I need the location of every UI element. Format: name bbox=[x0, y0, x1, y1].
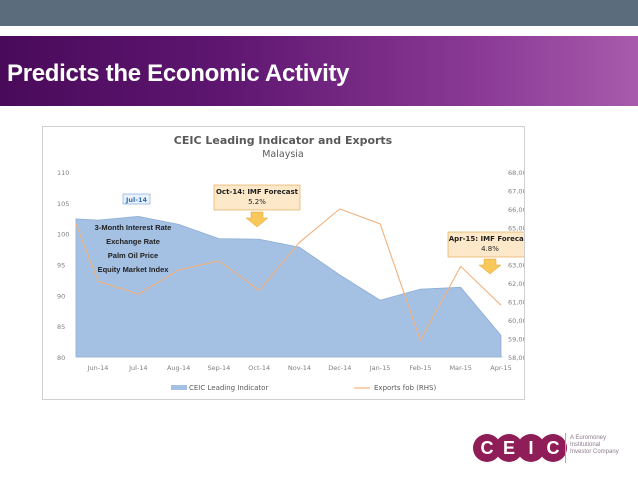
logo-letter: C bbox=[539, 434, 567, 462]
y-right-tick-label: 60,000 bbox=[508, 317, 524, 325]
oct-forecast-callout-arrow bbox=[245, 211, 269, 228]
y-left-tick-label: 105 bbox=[57, 200, 69, 208]
y-left-tick-label: 90 bbox=[57, 292, 65, 300]
apr-forecast-callout-title: Apr-15: IMF Forecast bbox=[449, 235, 524, 243]
y-left-tick-label: 100 bbox=[57, 231, 69, 239]
y-left-tick-label: 95 bbox=[57, 262, 65, 270]
x-tick-label: Apr-15 bbox=[490, 364, 511, 372]
chart-frame: CEIC Leading Indicator and Exports Malays… bbox=[42, 126, 525, 400]
y-right-tick-label: 58,000 bbox=[508, 354, 524, 362]
y-right-tick-label: 61,000 bbox=[508, 299, 524, 307]
component-label: 3-Month Interest Rate bbox=[95, 223, 172, 232]
oct-forecast-callout-box bbox=[213, 184, 301, 211]
x-tick-label: Jan-15 bbox=[369, 364, 391, 372]
x-tick-label: Feb-15 bbox=[409, 364, 431, 372]
chart-title: CEIC Leading Indicator and Exports bbox=[174, 134, 393, 147]
x-tick-label: Aug-14 bbox=[167, 364, 190, 372]
y-left-tick-label: 85 bbox=[57, 323, 65, 331]
slide-title: Predicts the Economic Activity bbox=[7, 60, 350, 87]
top-bar bbox=[0, 0, 638, 26]
legend-swatch-leading-indicator bbox=[171, 385, 187, 390]
x-tick-label: Dec-14 bbox=[328, 364, 351, 372]
x-tick-label: Nov-14 bbox=[288, 364, 311, 372]
apr-forecast-callout-arrow bbox=[478, 258, 502, 275]
y-right-tick-label: 67,000 bbox=[508, 188, 524, 196]
component-label: Exchange Rate bbox=[106, 237, 160, 246]
y-right-tick-label: 62,000 bbox=[508, 280, 524, 288]
oct-forecast-callout-value: 5.2% bbox=[248, 198, 266, 206]
logo-tagline-line: A Euromoney bbox=[570, 435, 607, 441]
logo-tagline-line: Institutional bbox=[570, 442, 601, 448]
logo-tagline: A Euromoney Institutional Investor Compa… bbox=[570, 435, 630, 456]
x-tick-label: Oct-14 bbox=[248, 364, 270, 372]
x-tick-label: Jul-14 bbox=[128, 364, 147, 372]
logo-tagline-line: Investor Company bbox=[570, 449, 619, 455]
y-right-tick-label: 66,000 bbox=[508, 206, 524, 214]
logo-letter: E bbox=[495, 434, 523, 462]
oct-forecast-callout-title: Oct-14: IMF Forecast bbox=[216, 188, 299, 196]
x-tick-label: Mar-15 bbox=[449, 364, 471, 372]
chart-subtitle: Malaysia bbox=[262, 149, 304, 160]
y-left-tick-label: 110 bbox=[57, 169, 69, 177]
y-right-tick-label: 68,000 bbox=[508, 169, 524, 177]
apr-forecast-callout-box bbox=[447, 231, 524, 258]
legend-label-leading-indicator: CEIC Leading Indicator bbox=[189, 384, 268, 392]
jul14-tag-box bbox=[122, 193, 151, 205]
leading-indicator-area bbox=[75, 215, 502, 358]
y-right-tick-label: 63,000 bbox=[508, 262, 524, 270]
title-banner bbox=[0, 36, 638, 106]
component-label: Equity Market Index bbox=[98, 265, 170, 274]
y-right-tick-label: 59,000 bbox=[508, 336, 524, 344]
y-left-tick-label: 80 bbox=[57, 354, 65, 362]
y-right-tick-label: 65,000 bbox=[508, 225, 524, 233]
apr-forecast-callout-value: 4.8% bbox=[481, 245, 499, 253]
legend-label-exports: Exports fob (RHS) bbox=[374, 384, 437, 392]
x-tick-label: Jun-14 bbox=[87, 364, 109, 372]
jul14-tag-label: Jul-14 bbox=[125, 196, 147, 204]
x-tick-label: Sep-14 bbox=[207, 364, 230, 372]
component-label: Palm Oil Price bbox=[108, 251, 158, 260]
chart-svg: CEIC Leading Indicator and Exports Malays… bbox=[57, 134, 524, 392]
logo-divider bbox=[565, 433, 566, 463]
exports-line bbox=[75, 208, 502, 342]
